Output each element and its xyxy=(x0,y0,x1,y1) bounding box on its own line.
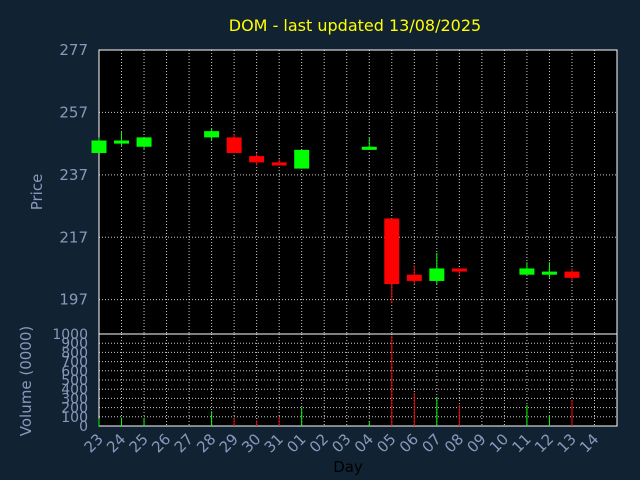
day-tick-labels: 2324252627282930310102030405060708091011… xyxy=(81,430,603,456)
price-tick-labels: 197 217 237 257 277 xyxy=(59,41,88,309)
candle-body xyxy=(406,274,422,281)
volume-tick-label: 1000 xyxy=(52,327,88,343)
candle-body xyxy=(136,137,152,147)
volume-gridlines xyxy=(98,333,617,427)
volume-tick-label: 800 xyxy=(61,345,88,361)
candle-body xyxy=(451,268,467,272)
volume-tick-label: 200 xyxy=(61,401,88,417)
price-axis-label: Price xyxy=(28,174,46,211)
candle-body xyxy=(564,271,580,278)
candle-body xyxy=(271,162,287,166)
chart-title: DOM - last updated 13/08/2025 xyxy=(229,16,481,35)
volume-tick-label: 700 xyxy=(61,355,88,371)
x-axis-label: Day xyxy=(333,458,363,476)
price-tick-label: 237 xyxy=(59,166,88,184)
volume-tick-label: 500 xyxy=(61,373,88,389)
price-tick-label: 257 xyxy=(59,103,88,121)
candle-body xyxy=(91,140,107,153)
price-tick-label: 217 xyxy=(59,228,88,246)
candle-body xyxy=(361,146,377,150)
volume-bars xyxy=(98,335,573,426)
price-panel xyxy=(98,49,618,335)
candle-body xyxy=(541,271,557,275)
volume-tick-label: 600 xyxy=(61,364,88,380)
candle-body xyxy=(429,268,445,281)
price-tick-label: 277 xyxy=(59,41,88,59)
volume-tick-label: 900 xyxy=(61,336,88,352)
candle-body xyxy=(519,268,535,275)
volume-tick-label: 100 xyxy=(61,410,88,426)
candle-body xyxy=(226,137,242,153)
volume-tick-label: 400 xyxy=(61,382,88,398)
candles xyxy=(91,128,580,303)
candle-body xyxy=(384,218,400,285)
price-tick-label: 197 xyxy=(59,291,88,309)
candle-body xyxy=(204,131,220,138)
volume-tick-label: 300 xyxy=(61,391,88,407)
candle-body xyxy=(294,149,310,169)
price-gridlines xyxy=(98,49,617,334)
candle-body xyxy=(114,140,130,144)
candle-body xyxy=(249,156,265,163)
day-tick-label: 14 xyxy=(576,430,602,456)
volume-axis-label: Volume (0000) xyxy=(17,326,35,436)
volume-tick-label: 0 xyxy=(79,419,88,435)
